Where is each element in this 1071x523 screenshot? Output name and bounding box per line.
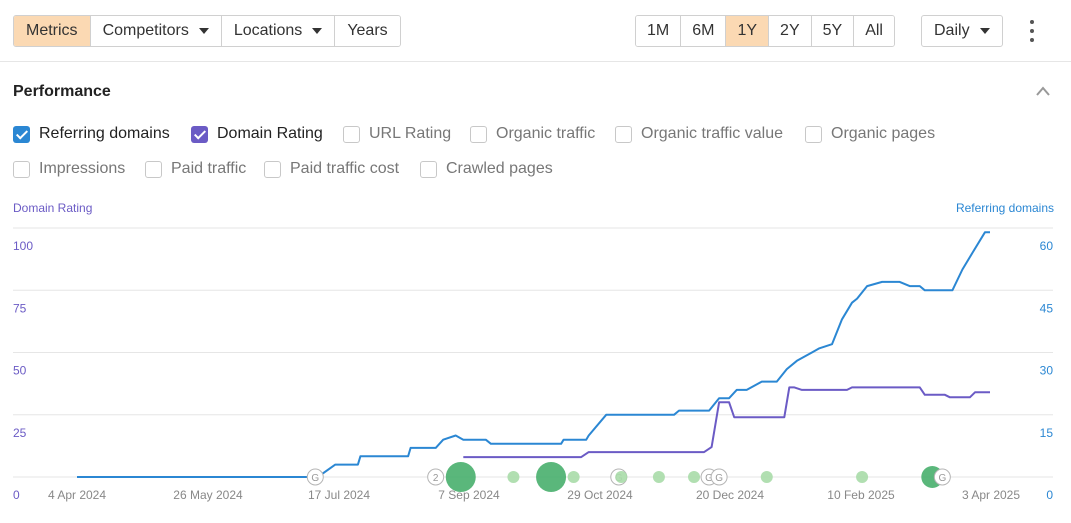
locations-label: Locations [233, 22, 303, 39]
checkbox-organic-traffic[interactable]: Organic traffic [470, 125, 595, 143]
checkbox-referring-domains[interactable]: Referring domains [13, 125, 170, 143]
checkbox-url-rating[interactable]: URL Rating [343, 125, 451, 143]
checkbox-impressions[interactable]: Impressions [13, 160, 125, 178]
x-tick-label: 29 Oct 2024 [567, 488, 633, 502]
range-2y-button[interactable]: 2Y [769, 16, 812, 46]
checkbox-icon [805, 125, 822, 143]
left-tick-label: 50 [13, 364, 27, 378]
range-all-button[interactable]: All [854, 16, 894, 46]
chevron-down-icon [312, 28, 323, 34]
right-tick-label: 30 [1040, 364, 1054, 378]
checkbox-label: Domain Rating [217, 125, 323, 142]
years-button[interactable]: Years [335, 16, 400, 46]
event-marker [536, 462, 567, 492]
interval-label: Daily [934, 22, 970, 39]
chevron-down-icon [198, 28, 209, 34]
right-tick-label: 15 [1040, 426, 1054, 440]
update-badge-label: G [715, 473, 723, 484]
checkbox-icon [145, 160, 162, 178]
event-marker [567, 471, 580, 483]
checkbox-organic-pages[interactable]: Organic pages [805, 125, 935, 143]
checkbox-icon [420, 160, 437, 178]
metrics-button[interactable]: Metrics [14, 16, 91, 46]
checkbox-label: Paid traffic [171, 160, 247, 177]
range-1m-button[interactable]: 1M [636, 16, 682, 46]
right-tick-label: 45 [1040, 301, 1054, 315]
checkbox-domain-rating[interactable]: Domain Rating [191, 125, 323, 143]
domain-rating-line [463, 386, 990, 459]
checkbox-label: Organic pages [831, 125, 936, 142]
range-6m-button[interactable]: 6M [681, 16, 727, 46]
range-1y-button[interactable]: 1Y [726, 16, 770, 46]
x-tick-label: 3 Apr 2025 [962, 488, 1020, 502]
right-tick-label: 0 [1046, 488, 1053, 502]
chevron-down-icon [979, 28, 990, 34]
update-badge-icon [427, 468, 445, 486]
left-tick-label: 0 [13, 488, 20, 502]
event-marker [615, 471, 628, 483]
toolbar: Metrics Competitors Locations Years 1M 6… [0, 0, 1071, 62]
event-marker [760, 471, 773, 483]
left-tick-label: 100 [13, 239, 33, 253]
metric-selector: Metrics Competitors Locations Years [13, 15, 401, 47]
event-marker [652, 471, 665, 483]
checkbox-label: Paid traffic cost [290, 160, 400, 177]
chevron-up-icon[interactable] [1035, 85, 1051, 97]
checkbox-label: URL Rating [369, 125, 452, 142]
checkbox-icon [264, 160, 281, 178]
panel-title: Performance [13, 83, 111, 100]
event-marker [445, 462, 476, 492]
update-badge-label: G [705, 473, 713, 484]
update-badge-icon [710, 468, 728, 486]
checkbox-crawled-pages[interactable]: Crawled pages [420, 160, 553, 178]
left-tick-label: 25 [13, 426, 27, 440]
checkbox-paid-traffic-cost[interactable]: Paid traffic cost [264, 160, 399, 178]
left-tick-label: 75 [13, 301, 27, 315]
x-tick-label: 7 Sep 2024 [438, 488, 500, 502]
competitors-dropdown[interactable]: Competitors [90, 16, 222, 46]
update-badge-icon [306, 468, 324, 486]
event-marker [856, 471, 869, 483]
range-5y-button[interactable]: 5Y [811, 16, 855, 46]
checkbox-label: Organic traffic [496, 125, 596, 142]
checkbox-icon [470, 125, 487, 143]
competitors-label: Competitors [102, 22, 189, 39]
x-tick-label: 17 Jul 2024 [308, 488, 370, 502]
interval-dropdown[interactable]: Daily [921, 15, 1003, 47]
update-badge-icon [933, 468, 951, 486]
range-selector: 1M 6M 1Y 2Y 5Y All [635, 15, 895, 47]
right-tick-label: 60 [1040, 239, 1054, 253]
referring-domains-line [77, 231, 990, 478]
checkbox-checked-icon [13, 125, 30, 143]
checkbox-label: Impressions [39, 160, 126, 177]
update-badge-label: 2 [433, 473, 439, 484]
checkbox-label: Referring domains [39, 125, 170, 142]
checkbox-organic-traffic-value[interactable]: Organic traffic value [615, 125, 783, 143]
checkbox-label: Organic traffic value [641, 125, 783, 142]
event-marker [688, 471, 701, 483]
checkbox-icon [13, 160, 30, 178]
checkbox-icon [615, 125, 632, 143]
x-tick-label: 26 May 2024 [173, 488, 243, 502]
checkbox-paid-traffic[interactable]: Paid traffic [145, 160, 246, 178]
x-tick-label: 10 Feb 2025 [827, 488, 895, 502]
event-marker [507, 471, 520, 483]
checkbox-icon [343, 125, 360, 143]
more-options-icon[interactable] [1027, 20, 1037, 42]
x-tick-label: 20 Dec 2024 [696, 488, 764, 502]
left-axis-title: Domain Rating [13, 201, 93, 215]
right-axis-title: Referring domains [955, 201, 1054, 215]
checkbox-label: Crawled pages [446, 160, 553, 177]
x-tick-label: 4 Apr 2024 [48, 488, 106, 502]
update-badge-label: G [311, 473, 319, 484]
update-badge-label: G [938, 473, 946, 484]
locations-dropdown[interactable]: Locations [221, 16, 336, 46]
checkbox-checked-icon [191, 125, 208, 143]
